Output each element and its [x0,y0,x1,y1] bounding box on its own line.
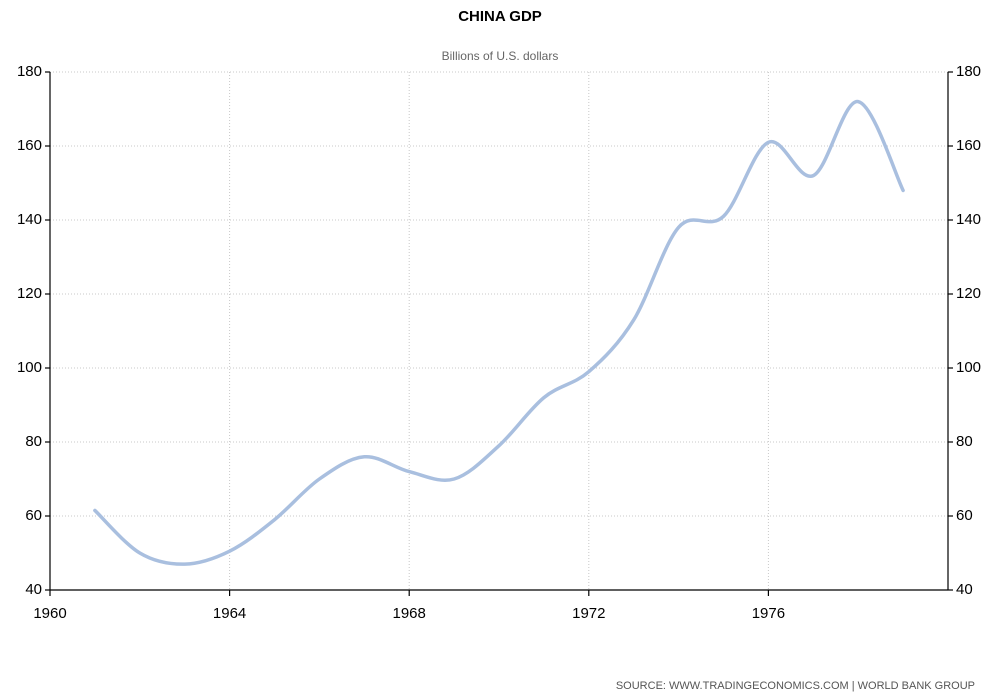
chart-subtitle: Billions of U.S. dollars [442,49,559,63]
x-tick-label: 1960 [33,605,66,622]
y-tick-label: 140 [17,211,42,228]
y2-tick-label: 180 [956,63,981,80]
y2-tick-label: 160 [956,137,981,154]
y2-tick-label: 60 [956,507,973,524]
x-tick-label: 1976 [752,605,785,622]
x-tick-label: 1968 [393,605,426,622]
chart-title: CHINA GDP [458,8,542,25]
source-note: SOURCE: WWW.TRADINGECONOMICS.COM | WORLD… [616,680,975,692]
y-tick-label: 180 [17,63,42,80]
y2-tick-label: 100 [956,359,981,376]
y-tick-label: 100 [17,359,42,376]
y2-tick-label: 140 [956,211,981,228]
y-tick-label: 60 [25,507,42,524]
data-line [93,99,905,566]
x-tick-label: 1964 [213,605,246,622]
y2-tick-label: 80 [956,433,973,450]
y2-tick-label: 120 [956,285,981,302]
y-tick-label: 120 [17,285,42,302]
x-tick-label: 1972 [572,605,605,622]
y-tick-label: 80 [25,433,42,450]
y-tick-label: 40 [25,581,42,598]
y2-tick-label: 40 [956,581,973,598]
y-tick-label: 160 [17,137,42,154]
